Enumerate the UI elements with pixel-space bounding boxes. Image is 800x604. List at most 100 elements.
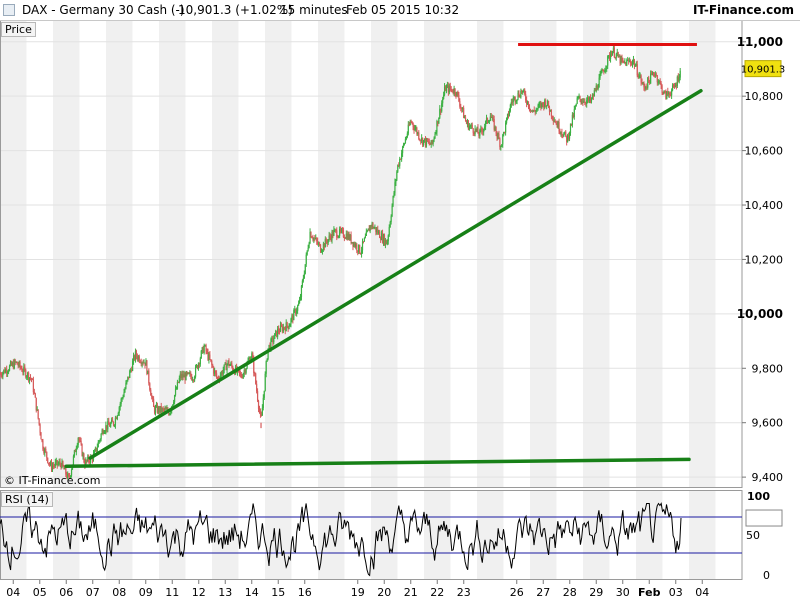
candle-body [332,231,334,236]
candle-body [244,370,246,373]
candle-body [188,372,190,374]
candle-body [382,235,385,243]
candle-body [657,82,659,84]
candle-body [183,374,185,378]
session-band [265,490,292,580]
candle-body [667,91,669,94]
candle-body [589,97,592,102]
candle-body [467,121,470,130]
candle-body [277,328,280,332]
candle-body [662,93,664,95]
candle-body [531,110,533,112]
candle-body [34,393,36,398]
candle-body [47,457,49,463]
candle-body [28,372,30,381]
candle-body [337,237,339,239]
candle-body [602,69,604,72]
candle-body [465,120,468,124]
candle-body [291,315,293,319]
candle-body [519,96,521,98]
candle-body [640,75,642,83]
candle-body [479,129,481,136]
candle-body [468,126,470,130]
candle-body [538,104,540,106]
candle-body [463,117,466,119]
candle-body [569,123,572,133]
candle-body [150,389,152,396]
candle-body [520,90,522,98]
candle-body [678,77,680,82]
candle-body [238,369,241,374]
candle-body [124,388,126,393]
candle-body [117,412,119,416]
candle-body [475,128,477,131]
candle-body [404,138,407,144]
candle-body [174,388,177,396]
candle-body [123,392,125,397]
candle-body [30,378,33,380]
candle-body [219,375,221,380]
candle-body [549,109,552,112]
candle-body [198,363,200,365]
candle-body [526,101,529,104]
x-axis-tick-label: 05 [33,586,47,599]
x-axis-tick-label: 27 [536,586,550,599]
candle-body [22,371,24,373]
candle-body [213,367,215,374]
candle-body [267,348,269,360]
candle-body [554,120,556,123]
candle-body [50,462,53,470]
candle-body [146,360,148,375]
candle-body [32,379,34,393]
candle-body [109,424,111,427]
candle-body [299,296,302,300]
candle-body [169,413,171,415]
candle-body [78,437,80,441]
candle-body [325,238,327,242]
candle-body [261,407,263,416]
candle-body [367,228,369,231]
candle-body [641,82,643,84]
candle-body [53,465,55,467]
candle-body [362,241,365,243]
price-axis-tick-label: 10,200 [745,253,784,266]
candle-body [359,244,361,254]
candle-body [105,425,107,432]
candle-body [365,231,367,237]
candle-body [396,171,398,180]
candle-body [270,338,272,350]
candle-body [445,86,448,91]
candle-body [664,90,666,92]
candle-body [458,94,460,102]
candle-body [5,369,7,373]
candle-body [89,461,91,463]
candle-body [288,326,290,329]
candle-body [259,411,262,415]
candle-body [642,82,644,84]
candle-body [215,373,218,378]
candle-body [8,365,11,371]
candle-body [360,253,362,255]
candle-body [306,250,308,255]
candle-body [629,60,632,64]
candle-body [447,85,449,93]
candle-body [290,318,292,325]
candle-body [203,346,205,353]
candle-body [195,365,198,367]
candle-body [3,369,5,373]
candle-body [166,408,168,410]
candle-body [460,106,462,108]
candle-body [228,360,230,366]
candle-body [222,370,224,375]
candle-body [168,411,170,415]
candle-body [501,144,503,147]
candle-body [75,448,77,453]
candle-body [598,77,600,88]
candle-body [560,132,562,134]
candle-body [406,133,408,137]
candle-body [420,140,422,142]
candle-body [381,233,384,243]
candle-body [69,475,72,478]
candle-body [497,134,499,138]
candle-body [320,251,323,253]
